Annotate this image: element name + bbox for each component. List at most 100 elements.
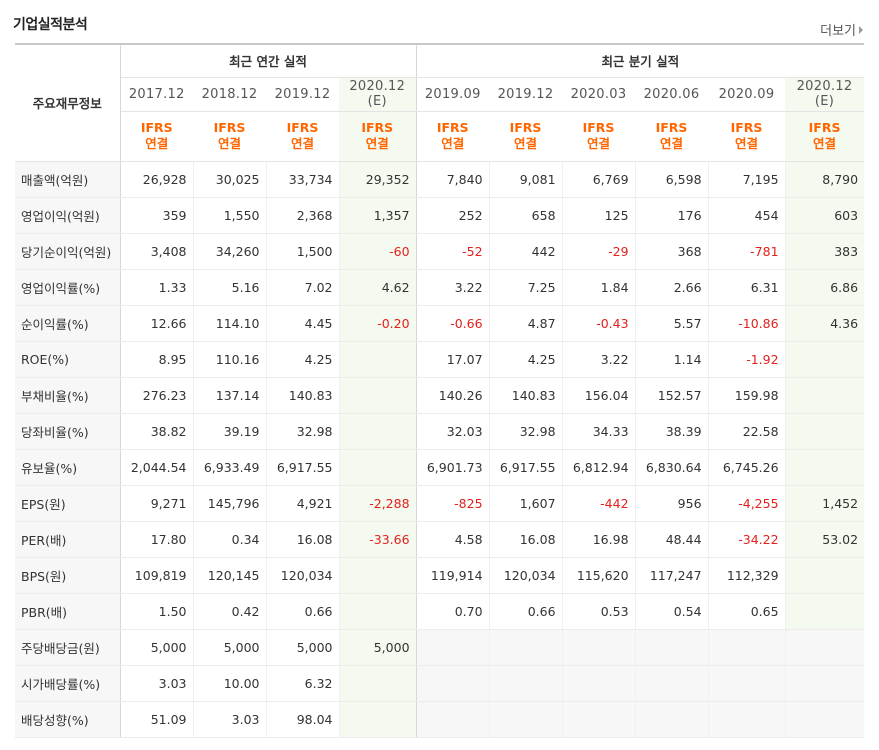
table-cell: -0.20 [338,305,417,342]
table-cell: 140.83 [488,376,563,414]
table-cell [561,701,636,738]
table-cell: -4,255 [707,484,786,522]
table-cell [707,665,786,702]
period-header: 2020.03 [562,77,636,112]
table-cell [561,665,636,702]
table-cell: 117,247 [634,557,709,594]
ifrs-label: IFRS [286,120,319,135]
table-cell: 38.82 [119,413,193,450]
annual-header: 최근 연간 실적 [120,44,417,78]
table-cell [338,341,417,378]
table-cell [634,628,709,666]
table-cell [338,557,417,594]
ifrs-header: IFRS 연결 [708,111,786,162]
table-row: EPS(원) 9,271 145,796 4,921 -2,288 -825 1,607 -4… [15,484,865,522]
consolidated-label: 연결 [514,136,538,151]
ifrs-header: IFRS 연결 [120,111,193,162]
row-label: 순이익률(%) [15,305,121,342]
table-cell [338,665,417,702]
table-cell: 1,500 [265,233,339,270]
table-row: 유보율(%) 2,044.54 6,933.49 6,917.55 6,901.73 6,… [15,449,865,486]
table-cell: 137.14 [192,376,266,414]
table-cell: 26,928 [119,161,193,198]
table-cell: 145,796 [192,484,266,522]
table-cell: 276.23 [119,376,193,414]
table-cell: 152.57 [634,376,709,414]
table-cell: 4.58 [415,521,490,558]
table-cell: -825 [415,484,490,522]
table-cell: 6,830.64 [634,449,709,486]
table-cell [338,376,417,414]
table-row: 배당성향(%) 51.09 3.03 98.04 [15,701,865,738]
period-label: 2019.09 [424,86,481,102]
table-cell: 5,000 [119,628,193,666]
table-row: 주당배당금(원) 5,000 5,000 5,000 5,000 [15,628,865,666]
row-label: BPS(원) [15,557,121,594]
table-cell [415,665,490,702]
ifrs-label: IFRS [582,120,615,135]
table-cell: 22.58 [707,413,786,450]
ifrs-header: IFRS 연결 [339,111,417,162]
period-label: 2020.06 [643,86,700,102]
table-row: 시가배당률(%) 3.03 10.00 6.32 [15,665,865,702]
table-cell: 8,790 [784,161,865,198]
period-label: 2020.09 [718,86,775,102]
table-cell: 98.04 [265,701,339,738]
table-cell: 17.07 [415,341,490,378]
table-cell: 38.39 [634,413,709,450]
row-label: 당기순이익(억원) [15,233,121,270]
table-cell: 7,195 [707,161,786,198]
table-cell: 1,550 [192,197,266,234]
table-cell: 383 [784,233,865,270]
table-cell [784,413,865,450]
table-cell: 32.98 [265,413,339,450]
table-cell [784,557,865,594]
table-cell: 114.10 [192,305,266,342]
table-cell [784,341,865,378]
table-cell: 8.95 [119,341,193,378]
table-cell: 48.44 [634,521,709,558]
table-cell: 1.84 [561,268,636,306]
table-cell: 6.31 [707,268,786,306]
financial-table: 주요재무정보 최근 연간 실적 최근 분기 실적 2017.12 2018.12 2… [15,43,865,738]
ifrs-header: IFRS 연결 [489,111,563,162]
table-cell: 51.09 [119,701,193,738]
period-header: 2020.06 [635,77,709,112]
table-cell: 4.62 [338,268,417,306]
period-label: 2017.12 [128,86,185,102]
table-cell: 5,000 [265,628,339,666]
table-cell [784,628,865,666]
table-cell: -442 [561,484,636,522]
table-cell [338,593,417,630]
row-label: PBR(배) [15,593,121,630]
table-cell: 6,933.49 [192,449,266,486]
table-cell [784,665,865,702]
row-label: ROE(%) [15,341,121,378]
table-cell: 0.66 [265,593,339,630]
table-cell: 2,368 [265,197,339,234]
table-cell [415,628,490,666]
ifrs-label: IFRS [655,120,688,135]
table-cell: 1,357 [338,197,417,234]
period-header: 2019.12 [266,77,339,112]
more-label: 더보기 [820,24,856,39]
table-cell: 16.08 [265,521,339,558]
ifrs-header: IFRS 연결 [416,111,490,162]
table-cell: 53.02 [784,521,865,558]
table-cell: 5,000 [192,628,266,666]
table-cell: 1,607 [488,484,563,522]
table-cell: -60 [338,233,417,270]
table-cell [561,628,636,666]
ifrs-label: IFRS [140,120,173,135]
table-cell: 5.16 [192,268,266,306]
period-label: 2018.12 [201,86,258,102]
ifrs-label: IFRS [808,120,841,135]
table-row: ROE(%) 8.95 110.16 4.25 17.07 4.25 3.22 1.14 -1.… [15,341,865,378]
more-link[interactable]: 더보기 [820,20,863,39]
table-cell: 109,819 [119,557,193,594]
period-header: 2019.09 [416,77,490,112]
table-cell: 115,620 [561,557,636,594]
row-label: PER(배) [15,521,121,558]
table-cell: 3.22 [561,341,636,378]
table-cell: 9,081 [488,161,563,198]
